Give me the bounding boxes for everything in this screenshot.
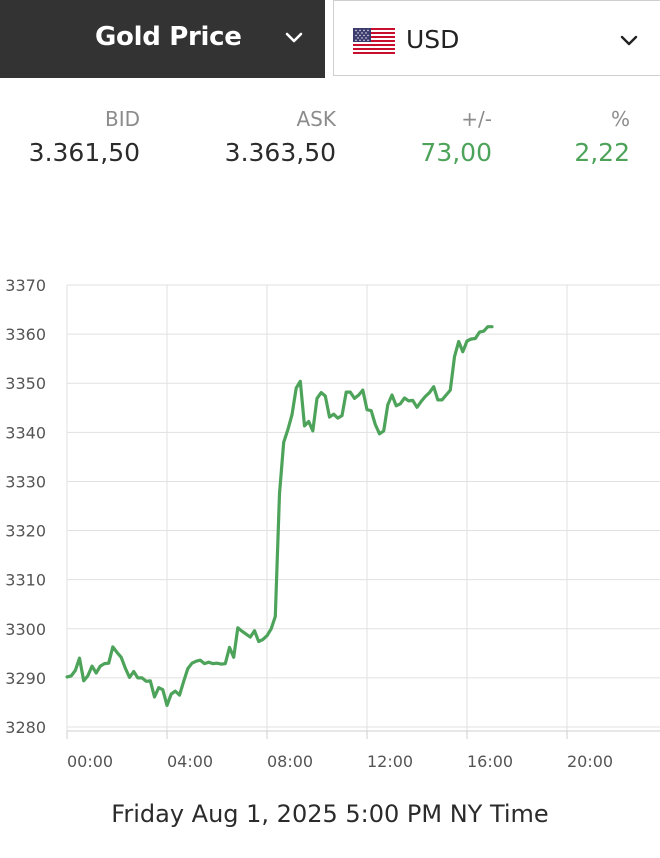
x-tick-label: 16:00 [467,752,513,771]
bid-label: BID [104,107,140,131]
bid-value: 3.361,50 [28,138,140,167]
header: Gold Price [0,0,660,80]
currency-select-label: USD [406,25,460,54]
x-tick-label: 00:00 [67,752,113,771]
y-tick-label: 3330 [5,472,46,491]
percent-column: % 2,22 [540,105,630,169]
y-tick-label: 3280 [5,718,46,737]
ask-value: 3.363,50 [224,138,336,167]
x-axis: 00:00 04:00 08:00 12:00 16:00 20:00 [66,730,660,771]
y-tick-label: 3350 [5,374,46,393]
y-tick-label: 3370 [5,276,46,295]
x-tick-label: 08:00 [267,752,313,771]
metal-select-label: Gold Price [95,22,242,52]
chevron-down-icon [284,30,304,49]
y-tick-label: 3300 [5,620,46,639]
change-value: 73,00 [420,138,492,167]
y-tick-label: 3320 [5,522,46,541]
chart-grid [66,284,660,731]
y-tick-label: 3290 [5,669,46,688]
currency-select[interactable]: USD [333,0,660,76]
timestamp-caption: Friday Aug 1, 2025 5:00 PM NY Time [111,800,549,828]
us-flag-icon [353,28,395,58]
price-series-line [65,325,494,707]
y-tick-label: 3310 [5,571,46,590]
ask-label: ASK [296,107,337,131]
percent-value: 2,22 [574,138,630,167]
bid-column: BID 3.361,50 [20,105,140,169]
change-label: +/- [461,107,492,131]
price-chart: 3280 3290 3300 3310 3320 3330 3340 3350 3360 3370… [5,276,660,771]
percent-label: % [610,107,630,131]
y-tick-label: 3360 [5,325,46,344]
x-tick-label: 12:00 [367,752,413,771]
x-tick-label: 20:00 [567,752,613,771]
x-tick-label: 04:00 [167,752,213,771]
y-tick-label: 3340 [5,423,46,442]
metal-select[interactable]: Gold Price [0,0,325,78]
quote-panel: BID 3.361,50 ASK 3.363,50 +/- 73,00 % 2,… [0,105,660,185]
y-axis: 3280 3290 3300 3310 3320 3330 3340 3350 3360 3370 [5,276,46,737]
change-column: +/- 73,00 [392,105,492,169]
ask-column: ASK 3.363,50 [206,105,336,169]
chevron-down-icon [619,33,639,52]
